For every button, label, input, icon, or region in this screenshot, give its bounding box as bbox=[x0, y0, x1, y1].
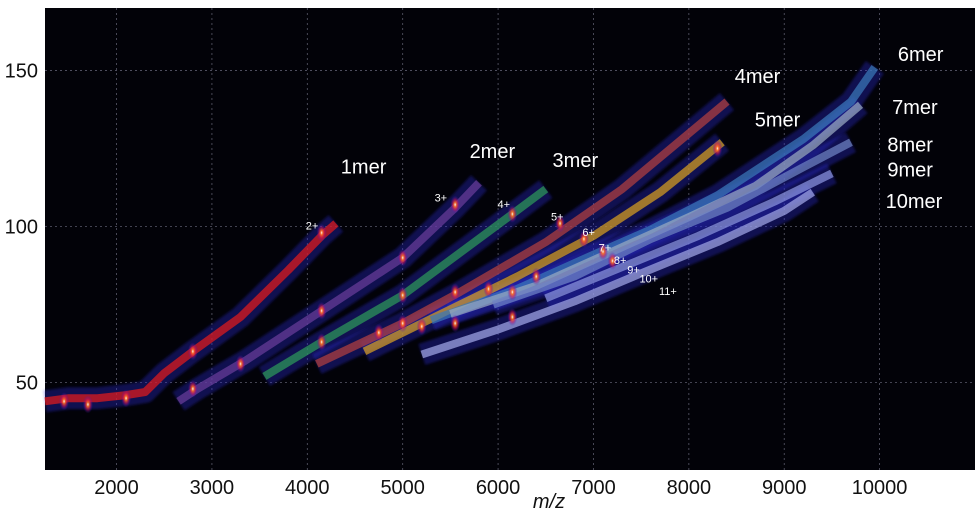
series-line-6mer bbox=[429, 65, 879, 324]
x-tick-label: 9000 bbox=[762, 477, 807, 499]
x-tick-label: 8000 bbox=[667, 477, 712, 499]
series-line-8mer bbox=[491, 138, 853, 309]
charge-state-label: 11+ bbox=[659, 286, 677, 298]
charge-state-label: 10+ bbox=[639, 274, 658, 286]
signal-hotspot bbox=[373, 323, 384, 342]
oligomer-label: 2mer bbox=[470, 141, 516, 163]
series-line-10mer bbox=[420, 188, 815, 359]
signal-hotspot bbox=[397, 314, 408, 333]
oligomer-label: 6mer bbox=[898, 44, 944, 66]
signal-hotspot bbox=[450, 283, 461, 302]
charge-state-labels: 2+ 3+ 4+ 5+ 6+ 7+8+9+10+11+ bbox=[306, 193, 677, 299]
charge-state-label: 4+ bbox=[498, 199, 511, 211]
signal-hotspot bbox=[416, 317, 427, 336]
signal-hotspot bbox=[121, 389, 132, 408]
oligomer-label: 7mer bbox=[892, 97, 938, 119]
signal-hotspot bbox=[578, 230, 589, 248]
signal-hotspot bbox=[235, 354, 246, 373]
signal-hotspot bbox=[507, 283, 518, 302]
signal-hotspot bbox=[712, 139, 723, 158]
signal-hotspot bbox=[397, 248, 408, 267]
signal-hotspot bbox=[397, 286, 408, 305]
oligomer-labels: 1mer 2mer 3mer 4mer 5mer 6mer 7mer 8mer 9mer 10me… bbox=[341, 44, 944, 213]
signal-hotspot bbox=[187, 379, 198, 398]
x-tick-label: 5000 bbox=[380, 477, 425, 499]
signal-hotspot bbox=[187, 342, 198, 361]
signal-hotspot bbox=[82, 395, 93, 414]
signal-hotspot bbox=[507, 308, 518, 327]
oligomer-label: 1mer bbox=[341, 156, 387, 178]
signal-hotspot bbox=[531, 267, 542, 286]
x-tick-label: 2000 bbox=[94, 477, 139, 499]
signal-hotspot bbox=[59, 392, 70, 411]
oligomer-label: 5mer bbox=[755, 110, 801, 132]
oligomer-label: 10mer bbox=[886, 191, 943, 213]
charge-state-label: 9+ bbox=[627, 264, 640, 276]
charge-state-label: 5+ bbox=[551, 211, 564, 223]
signal-hotspot bbox=[450, 314, 461, 333]
series-line-4mer bbox=[315, 98, 730, 368]
signal-hotspot bbox=[598, 242, 608, 261]
y-tick-label: 150 bbox=[5, 60, 38, 82]
charge-state-label: 2+ bbox=[306, 221, 319, 233]
x-tick-label: 7000 bbox=[571, 477, 616, 499]
charge-state-label: 6+ bbox=[582, 227, 595, 239]
oligomer-label: 3mer bbox=[553, 150, 599, 172]
oligomer-label: 8mer bbox=[887, 135, 933, 157]
charge-state-label: 8+ bbox=[614, 255, 627, 267]
charge-state-label: 3+ bbox=[435, 193, 448, 205]
signal-hotspot bbox=[507, 205, 518, 224]
x-tick-label: 4000 bbox=[285, 477, 330, 499]
x-axis-label: m/z bbox=[533, 491, 565, 513]
series-line-9mer bbox=[544, 169, 834, 303]
signal-hotspot bbox=[316, 333, 327, 352]
y-axis-ticks: 50 100 150 bbox=[5, 60, 38, 394]
signal-hotspot bbox=[316, 223, 327, 242]
signal-hotspot bbox=[450, 195, 461, 214]
signal-hotspots bbox=[59, 139, 723, 414]
x-tick-label: 6000 bbox=[476, 477, 521, 499]
signal-hotspot bbox=[316, 301, 327, 320]
series-line-5mer bbox=[362, 139, 725, 355]
x-axis-ticks: 2000 3000 4000 5000 6000 7000 8000 9000 10000 bbox=[94, 477, 907, 499]
x-tick-label: 3000 bbox=[190, 477, 235, 499]
signal-hotspot bbox=[607, 251, 618, 270]
x-tick-label: 10000 bbox=[852, 477, 908, 499]
oligomer-label: 9mer bbox=[887, 160, 933, 182]
y-tick-label: 100 bbox=[5, 217, 38, 239]
signal-hotspot bbox=[555, 214, 566, 233]
y-tick-label: 50 bbox=[16, 373, 38, 395]
oligomer-label: 4mer bbox=[735, 66, 781, 88]
signal-hotspot bbox=[483, 279, 494, 298]
charge-state-label: 7+ bbox=[599, 242, 612, 254]
